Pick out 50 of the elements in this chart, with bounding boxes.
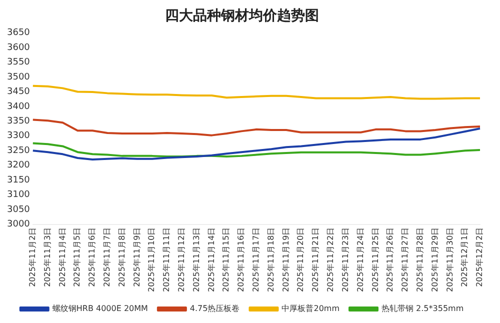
x-tick-label: 2025年11月22日 bbox=[326, 227, 336, 292]
x-tick-label: 2025年11月19日 bbox=[281, 227, 290, 292]
y-tick-label: 3500 bbox=[7, 72, 30, 82]
y-tick-label: 3200 bbox=[7, 160, 30, 171]
x-tick-label: 2025年11月28日 bbox=[415, 227, 424, 292]
x-tick-label: 2025年11月27日 bbox=[400, 227, 410, 292]
x-tick-label: 2025年11月12日 bbox=[177, 227, 186, 292]
x-tick-label: 2025年11月26日 bbox=[386, 227, 395, 292]
y-tick-label: 3150 bbox=[7, 175, 30, 186]
y-tick-label: 3650 bbox=[7, 28, 30, 38]
legend-label: 4.75热压板卷 bbox=[190, 304, 240, 314]
legend-label: 螺纹钢HRB 4000E 20MM bbox=[52, 304, 148, 314]
legend-label: 热轧带钢 2.5*355mm bbox=[382, 304, 464, 314]
x-tick-label: 2025年11月17日 bbox=[252, 227, 261, 292]
x-tick-label: 2025年11月6日 bbox=[88, 227, 97, 287]
y-tick-label: 3550 bbox=[7, 58, 30, 68]
x-tick-label: 2025年11月21日 bbox=[311, 227, 320, 292]
x-tick-label: 2025年11月18日 bbox=[266, 227, 276, 292]
y-tick-label: 3350 bbox=[7, 116, 30, 127]
x-tick-label: 2025年11月30日 bbox=[445, 227, 454, 292]
x-tick-label: 2025年11月23日 bbox=[340, 227, 350, 292]
x-tick-label: 2025年12月2日 bbox=[475, 227, 484, 287]
x-tick-label: 2025年11月8日 bbox=[117, 227, 126, 287]
x-tick-label: 2025年11月24日 bbox=[356, 227, 365, 292]
x-tick-label: 2025年11月5日 bbox=[72, 227, 82, 287]
x-tick-label: 2025年11月7日 bbox=[102, 227, 112, 287]
x-tick-label: 2025年11月9日 bbox=[132, 227, 142, 287]
x-tick-label: 2025年12月1日 bbox=[460, 227, 470, 287]
x-tick-label: 2025年11月13日 bbox=[192, 227, 201, 292]
y-tick-label: 3450 bbox=[7, 87, 30, 98]
y-tick-label: 3600 bbox=[7, 42, 30, 53]
x-tick-label: 2025年11月3日 bbox=[42, 227, 52, 287]
x-tick-label: 2025年11月2日 bbox=[28, 227, 37, 287]
y-tick-label: 3250 bbox=[7, 146, 30, 156]
x-tick-label: 2025年11月4日 bbox=[58, 227, 67, 287]
x-tick-label: 2025年11月14日 bbox=[206, 227, 216, 292]
y-tick-label: 3400 bbox=[7, 102, 30, 112]
x-tick-label: 2025年11月25日 bbox=[370, 227, 380, 292]
x-tick-label: 2025年11月10日 bbox=[147, 227, 156, 292]
y-tick-label: 3000 bbox=[7, 220, 30, 230]
x-tick-label: 2025年11月20日 bbox=[296, 227, 306, 292]
x-tick-label: 2025年11月16日 bbox=[236, 227, 246, 292]
x-tick-label: 2025年11月15日 bbox=[222, 227, 231, 292]
y-tick-label: 3100 bbox=[7, 190, 30, 200]
x-tick-label: 2025年11月11日 bbox=[162, 227, 172, 292]
chart-title: 四大品种钢材均价趋势图 bbox=[165, 8, 319, 24]
y-tick-label: 3300 bbox=[7, 131, 30, 142]
legend-label: 中厚板普20mm bbox=[282, 304, 340, 314]
y-tick-label: 3050 bbox=[7, 204, 30, 215]
x-tick-label: 2025年11月29日 bbox=[430, 227, 440, 292]
